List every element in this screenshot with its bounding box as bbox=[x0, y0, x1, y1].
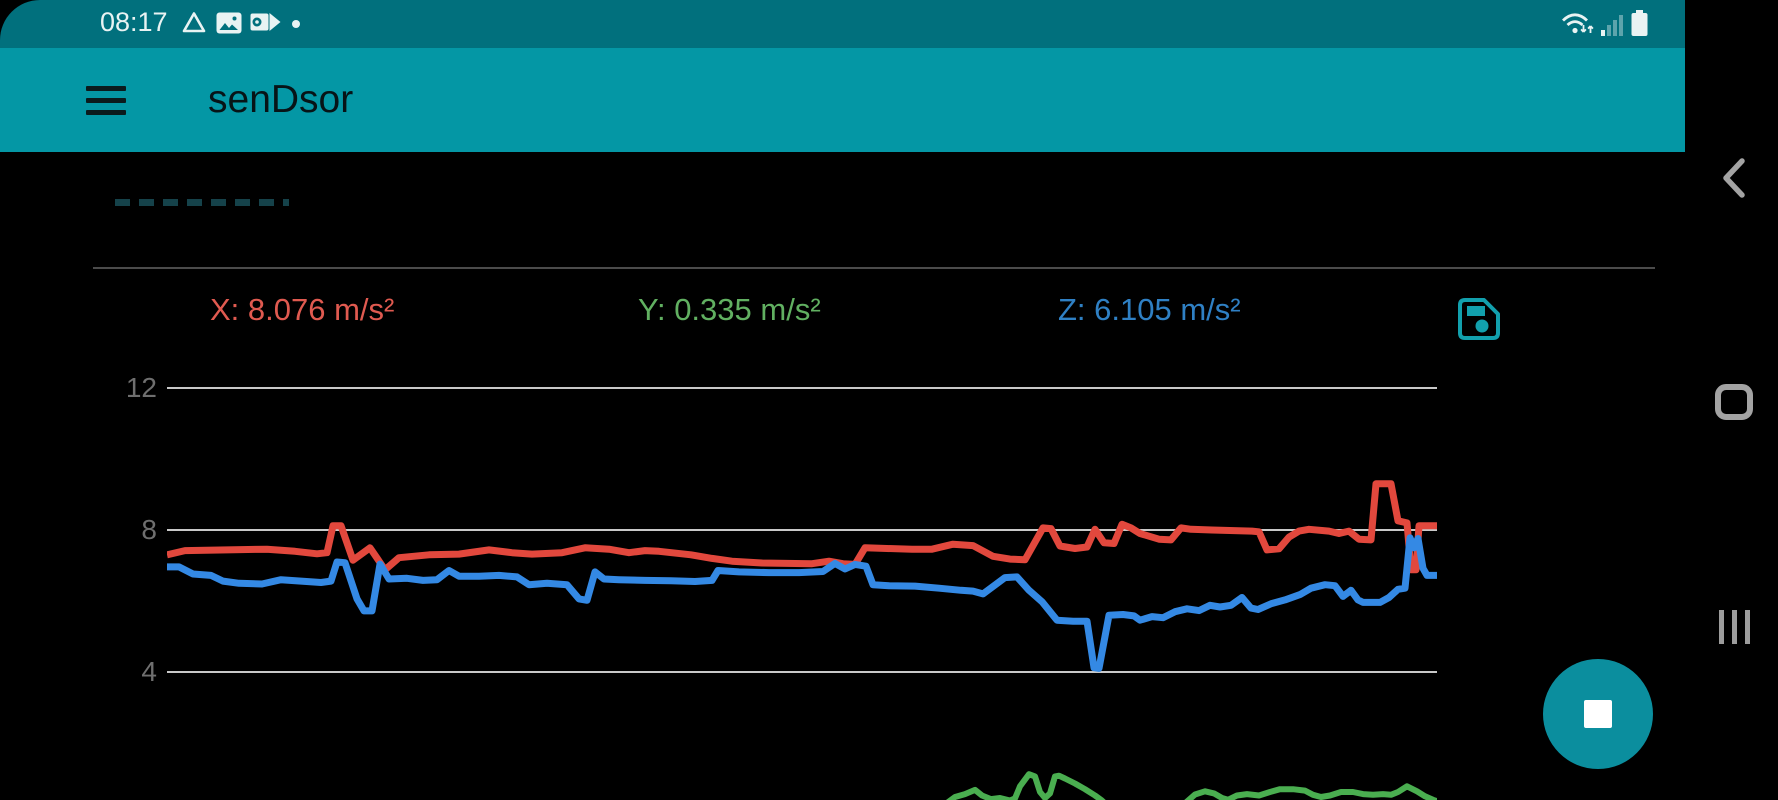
y-tick-12: 12 bbox=[125, 372, 157, 403]
hamburger-menu-button[interactable] bbox=[86, 70, 150, 130]
notification-dot bbox=[292, 20, 300, 28]
recents-bars-icon bbox=[1718, 610, 1750, 644]
back-button[interactable] bbox=[1702, 146, 1766, 210]
battery-icon bbox=[1631, 10, 1648, 36]
screen-capture-icon bbox=[250, 13, 281, 31]
save-floppy-icon bbox=[1458, 298, 1500, 340]
gallery-icon bbox=[216, 12, 242, 34]
recents-button[interactable] bbox=[1702, 595, 1766, 659]
readout-x: X: 8.076 m/s² bbox=[210, 292, 395, 327]
stop-record-fab[interactable] bbox=[1543, 659, 1653, 769]
drive-icon bbox=[182, 12, 206, 33]
app-bar: senDsor bbox=[0, 48, 1685, 152]
hamburger-menu-icon bbox=[86, 85, 126, 91]
back-chevron-icon bbox=[1723, 158, 1745, 198]
home-button[interactable] bbox=[1702, 370, 1766, 434]
y-tick-4: 4 bbox=[141, 656, 157, 687]
sensor-line-chart bbox=[167, 370, 1437, 800]
home-outline-icon bbox=[1715, 384, 1753, 420]
clock-text: 08:17 bbox=[100, 7, 168, 37]
save-button[interactable] bbox=[1452, 292, 1506, 346]
stop-icon bbox=[1584, 700, 1612, 728]
readout-z: Z: 6.105 m/s² bbox=[1058, 292, 1241, 327]
signal-strength-icon bbox=[1601, 15, 1623, 36]
wifi-icon bbox=[1562, 13, 1594, 34]
section-divider bbox=[93, 267, 1655, 269]
clipped-text-fragment bbox=[115, 199, 289, 206]
status-bar: 08:17 bbox=[0, 0, 1685, 48]
readout-y: Y: 0.335 m/s² bbox=[638, 292, 821, 327]
app-title: senDsor bbox=[208, 78, 354, 121]
y-tick-8: 8 bbox=[141, 514, 157, 545]
